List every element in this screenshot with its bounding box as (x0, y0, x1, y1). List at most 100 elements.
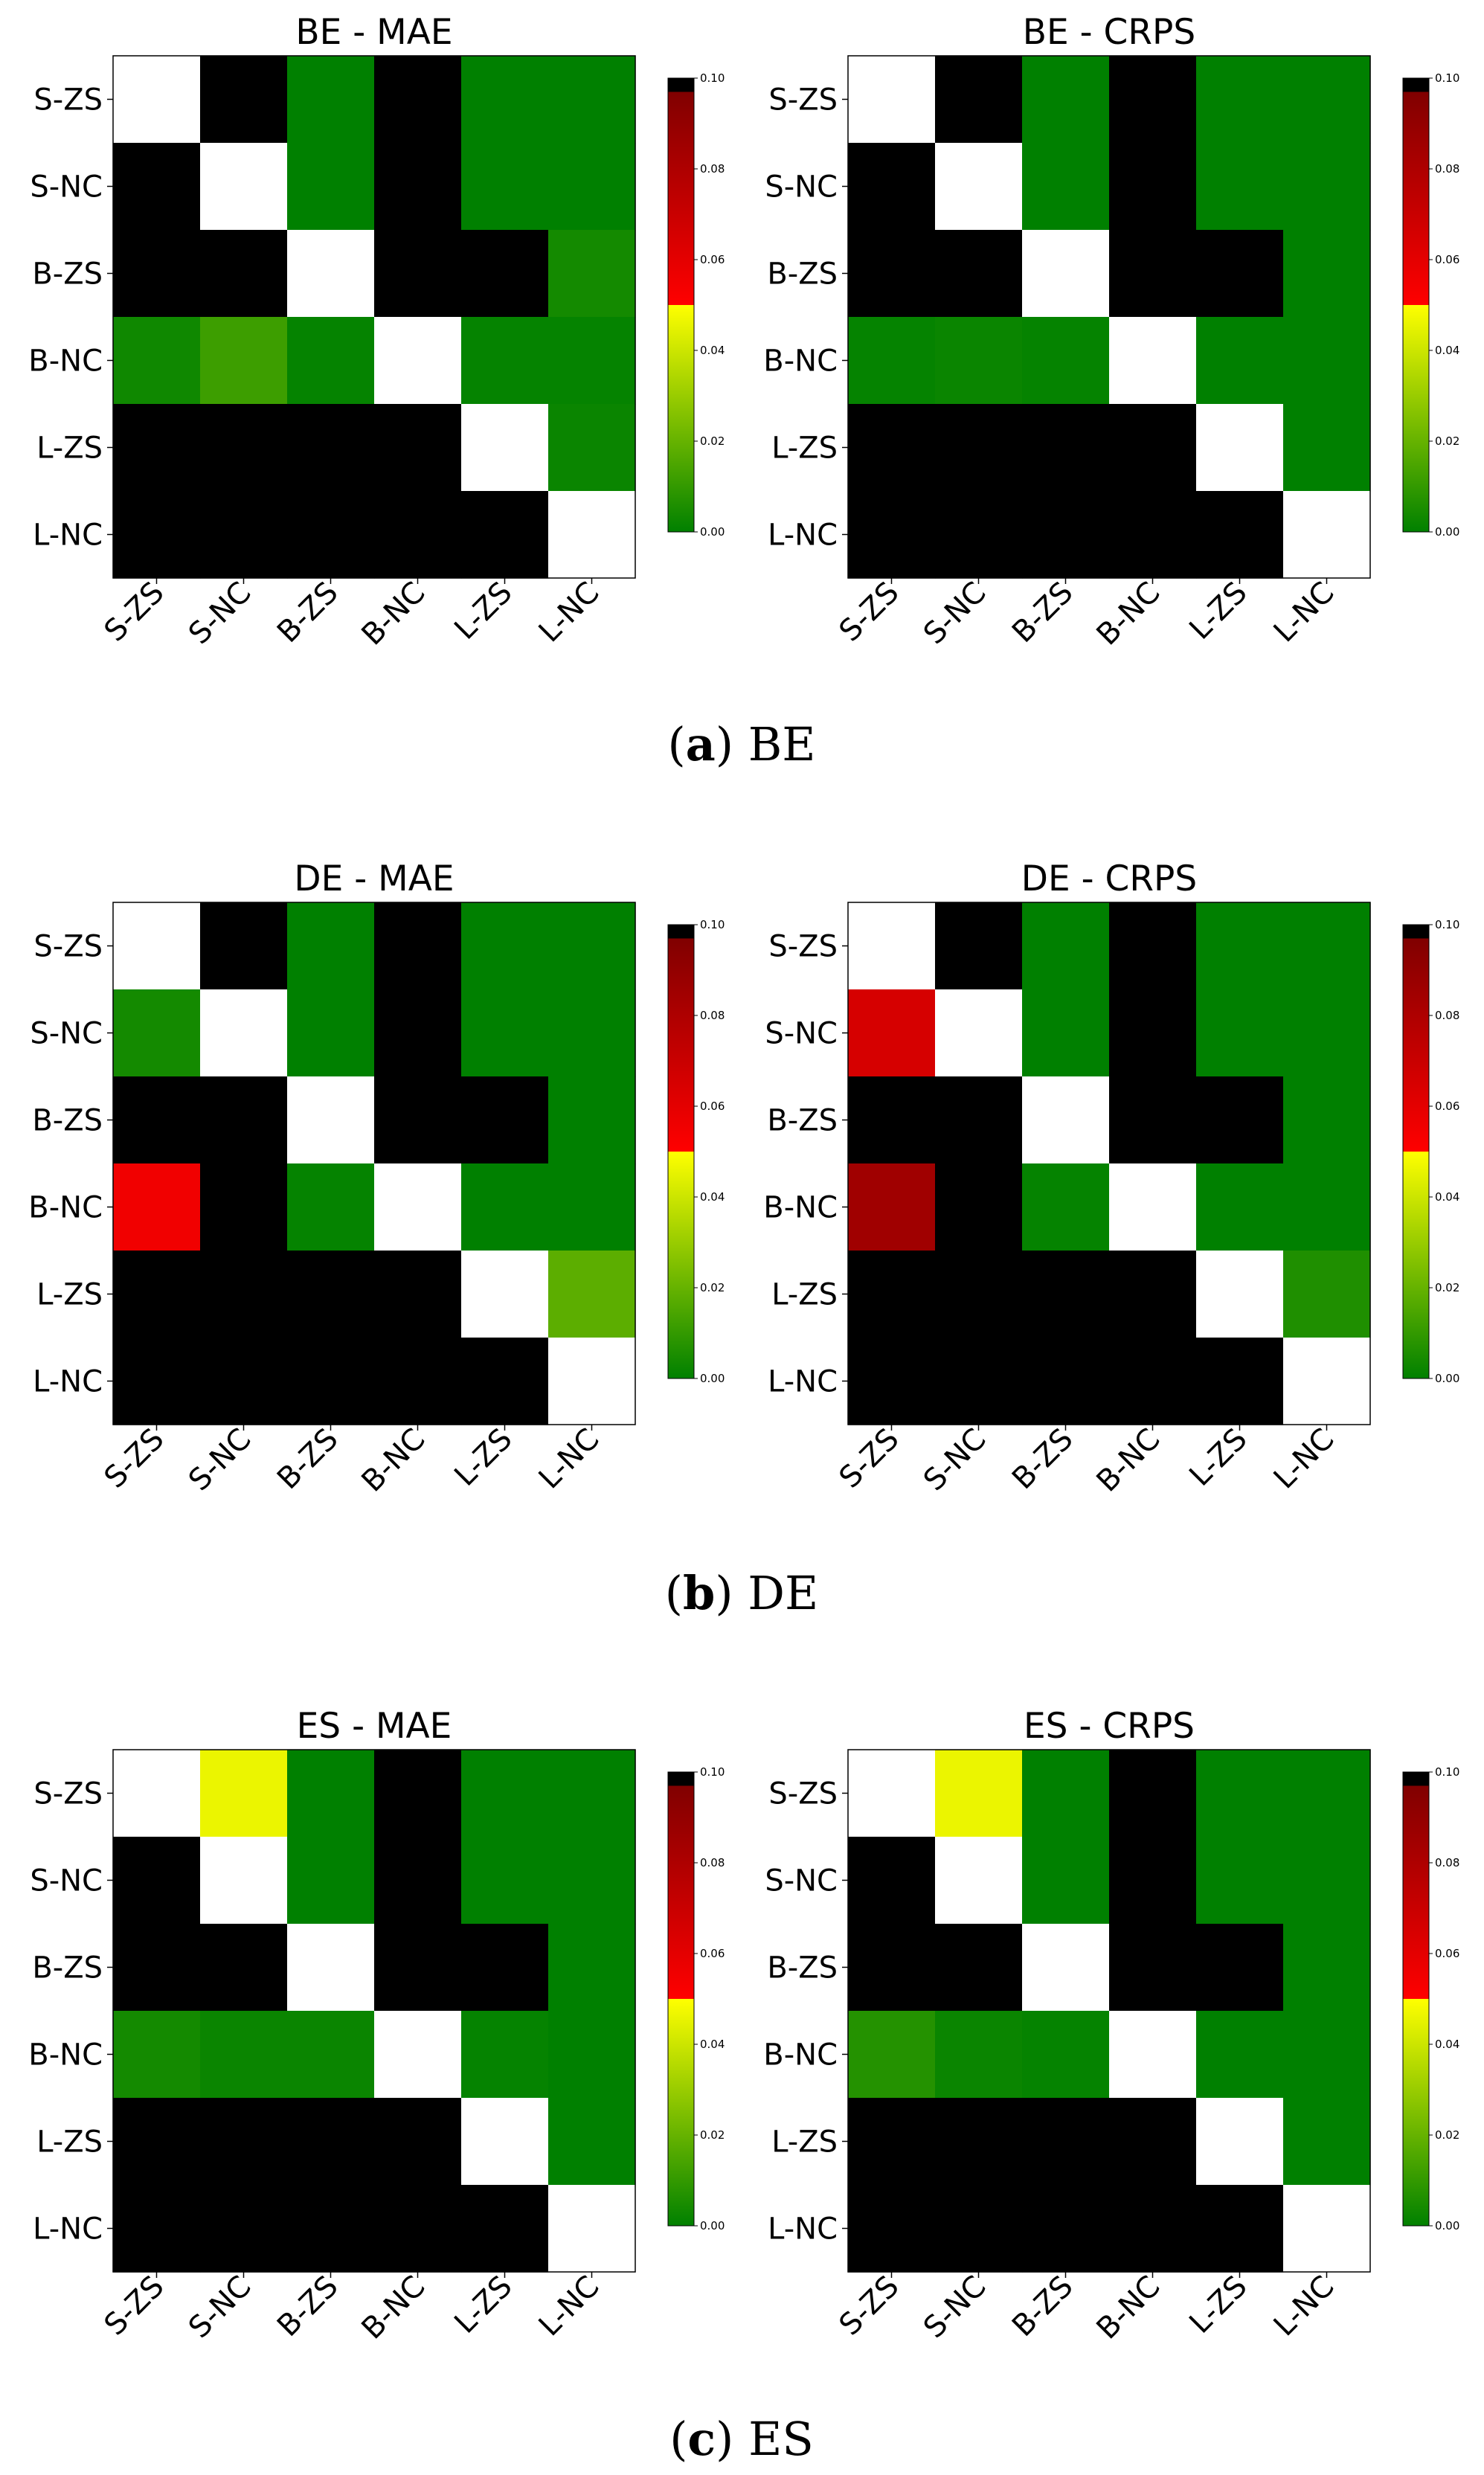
heatmap-cell (113, 1338, 201, 1425)
heatmap-cell (1022, 1924, 1110, 2012)
y-tick-label: B-NC (28, 1191, 103, 1225)
heatmap-cell (548, 1924, 636, 2012)
heatmap-cell (935, 491, 1023, 579)
x-tick-label: L-ZS (448, 576, 518, 646)
chart-title: DE - CRPS (1021, 858, 1197, 899)
colorbar-tick-label: 0.08 (1435, 1009, 1459, 1022)
colorbar-tick-label: 0.08 (1435, 1856, 1459, 1869)
heatmap-cell (1283, 1076, 1371, 1164)
y-tick-label: B-ZS (767, 257, 838, 292)
heatmap-cell (113, 143, 201, 231)
colorbar-tick-label: 0.06 (700, 1100, 725, 1113)
heatmap-cell (848, 230, 936, 318)
heatmap-cell (1109, 1924, 1197, 2012)
heatmap-cell (1109, 902, 1197, 990)
colorbar-gradient (1402, 924, 1430, 1379)
colorbar-tick-label: 0.00 (1435, 525, 1459, 539)
chart-title: BE - MAE (295, 12, 452, 53)
heatmap-cell (287, 2098, 375, 2186)
heatmap-cell (848, 2098, 936, 2186)
heatmap-cell (113, 491, 201, 579)
heatmap-cell (935, 1750, 1023, 1837)
caption-b: (b) DE (665, 1566, 818, 1620)
heatmap-cell (374, 1837, 462, 1925)
heatmap-cell (374, 230, 462, 318)
heatmap-cell (461, 1163, 549, 1251)
colorbar-gradient (1402, 77, 1430, 533)
heatmap-cell (374, 56, 462, 144)
heatmap-cell (287, 1251, 375, 1338)
heatmap-cell (848, 1338, 936, 1425)
heatmap-cell (113, 1924, 201, 2012)
plot-frame (847, 1749, 1371, 2273)
heatmap-cell (461, 1837, 549, 1925)
heatmap-cell (848, 56, 936, 144)
caption-letter: b (683, 1566, 715, 1620)
x-tick-label: S-NC (182, 2270, 258, 2346)
colorbar-tick-label: 0.02 (1435, 434, 1459, 448)
heatmap-cell (1109, 230, 1197, 318)
svg-text:(b) DE: (b) DE (665, 1566, 818, 1620)
colorbar-tick-label: 0.04 (1435, 1190, 1459, 1204)
plot-frame (112, 902, 636, 1425)
heatmap-cell (200, 1251, 288, 1338)
colorbar-tick-label: 0.06 (1435, 1947, 1459, 1960)
heatmap-cell (1022, 1163, 1110, 1251)
heatmap-cell (461, 1750, 549, 1837)
heatmap-cell (848, 404, 936, 492)
colorbar-tick-label: 0.02 (700, 434, 725, 448)
y-tick-label: S-NC (30, 1017, 103, 1051)
heatmap-cell (1283, 491, 1371, 579)
heatmap-cell (848, 1924, 936, 2012)
heatmap-cell (1196, 1163, 1284, 1251)
caption-c: (c) ES (669, 2412, 814, 2466)
y-tick-label: B-ZS (32, 1951, 103, 1986)
heatmap-cell (113, 2011, 201, 2099)
heatmap-cell (461, 2185, 549, 2273)
heatmap-cell (548, 230, 636, 318)
colorbar-tick-label: 0.06 (700, 1947, 725, 1960)
heatmap-cell (113, 989, 201, 1077)
x-tick-label: B-ZS (1006, 1422, 1079, 1496)
heatmap-cell (461, 1076, 549, 1164)
heatmap-cell (200, 491, 288, 579)
y-tick-label: B-NC (763, 2038, 838, 2073)
colorbar-tick-label: 0.02 (1435, 2128, 1459, 2142)
y-tick-label: B-ZS (32, 257, 103, 292)
heatmap-cell (287, 1076, 375, 1164)
heatmap-cell (1196, 143, 1284, 231)
heatmap-cell (461, 989, 549, 1077)
heatmap-cell (548, 143, 636, 231)
x-tick-label: S-ZS (833, 1422, 906, 1495)
heatmap-cell (935, 989, 1023, 1077)
heatmap-cell (935, 1076, 1023, 1164)
caption-letter: c (687, 2412, 716, 2466)
heatmap-cell (461, 902, 549, 990)
colorbar-gradient (667, 1771, 695, 2227)
colorbar: 0.00 0.02 0.04 0.06 0.08 0.10 (1402, 71, 1459, 539)
heatmap-cell (200, 404, 288, 492)
heatmap-cell (1196, 2185, 1284, 2273)
heatmap-cell (1022, 1837, 1110, 1925)
heatmap-cell (1196, 1076, 1284, 1164)
heatmap-cell (1283, 230, 1371, 318)
heatmap-cell (848, 2011, 936, 2099)
heatmap-cell (1196, 230, 1284, 318)
x-tick-label: B-NC (356, 576, 432, 652)
y-tick-label: B-ZS (767, 1104, 838, 1138)
heatmap-cell (113, 317, 201, 405)
y-tick-label: L-NC (768, 2212, 838, 2247)
colorbar-tick-label: 0.10 (700, 918, 725, 931)
heatmap-cell (461, 1924, 549, 2012)
y-tick-label: B-ZS (767, 1951, 838, 1986)
heatmap-cell (1022, 2011, 1110, 2099)
x-tick-label: L-ZS (448, 2270, 518, 2340)
y-tick-label: B-NC (763, 344, 838, 379)
heatmap-cell (113, 1750, 201, 1837)
y-tick-label: L-ZS (36, 2125, 103, 2160)
caption-label: DE (748, 1566, 818, 1620)
heatmap-cell (1196, 1750, 1284, 1837)
heatmap-cell (848, 1163, 936, 1251)
heatmap-cell (287, 491, 375, 579)
